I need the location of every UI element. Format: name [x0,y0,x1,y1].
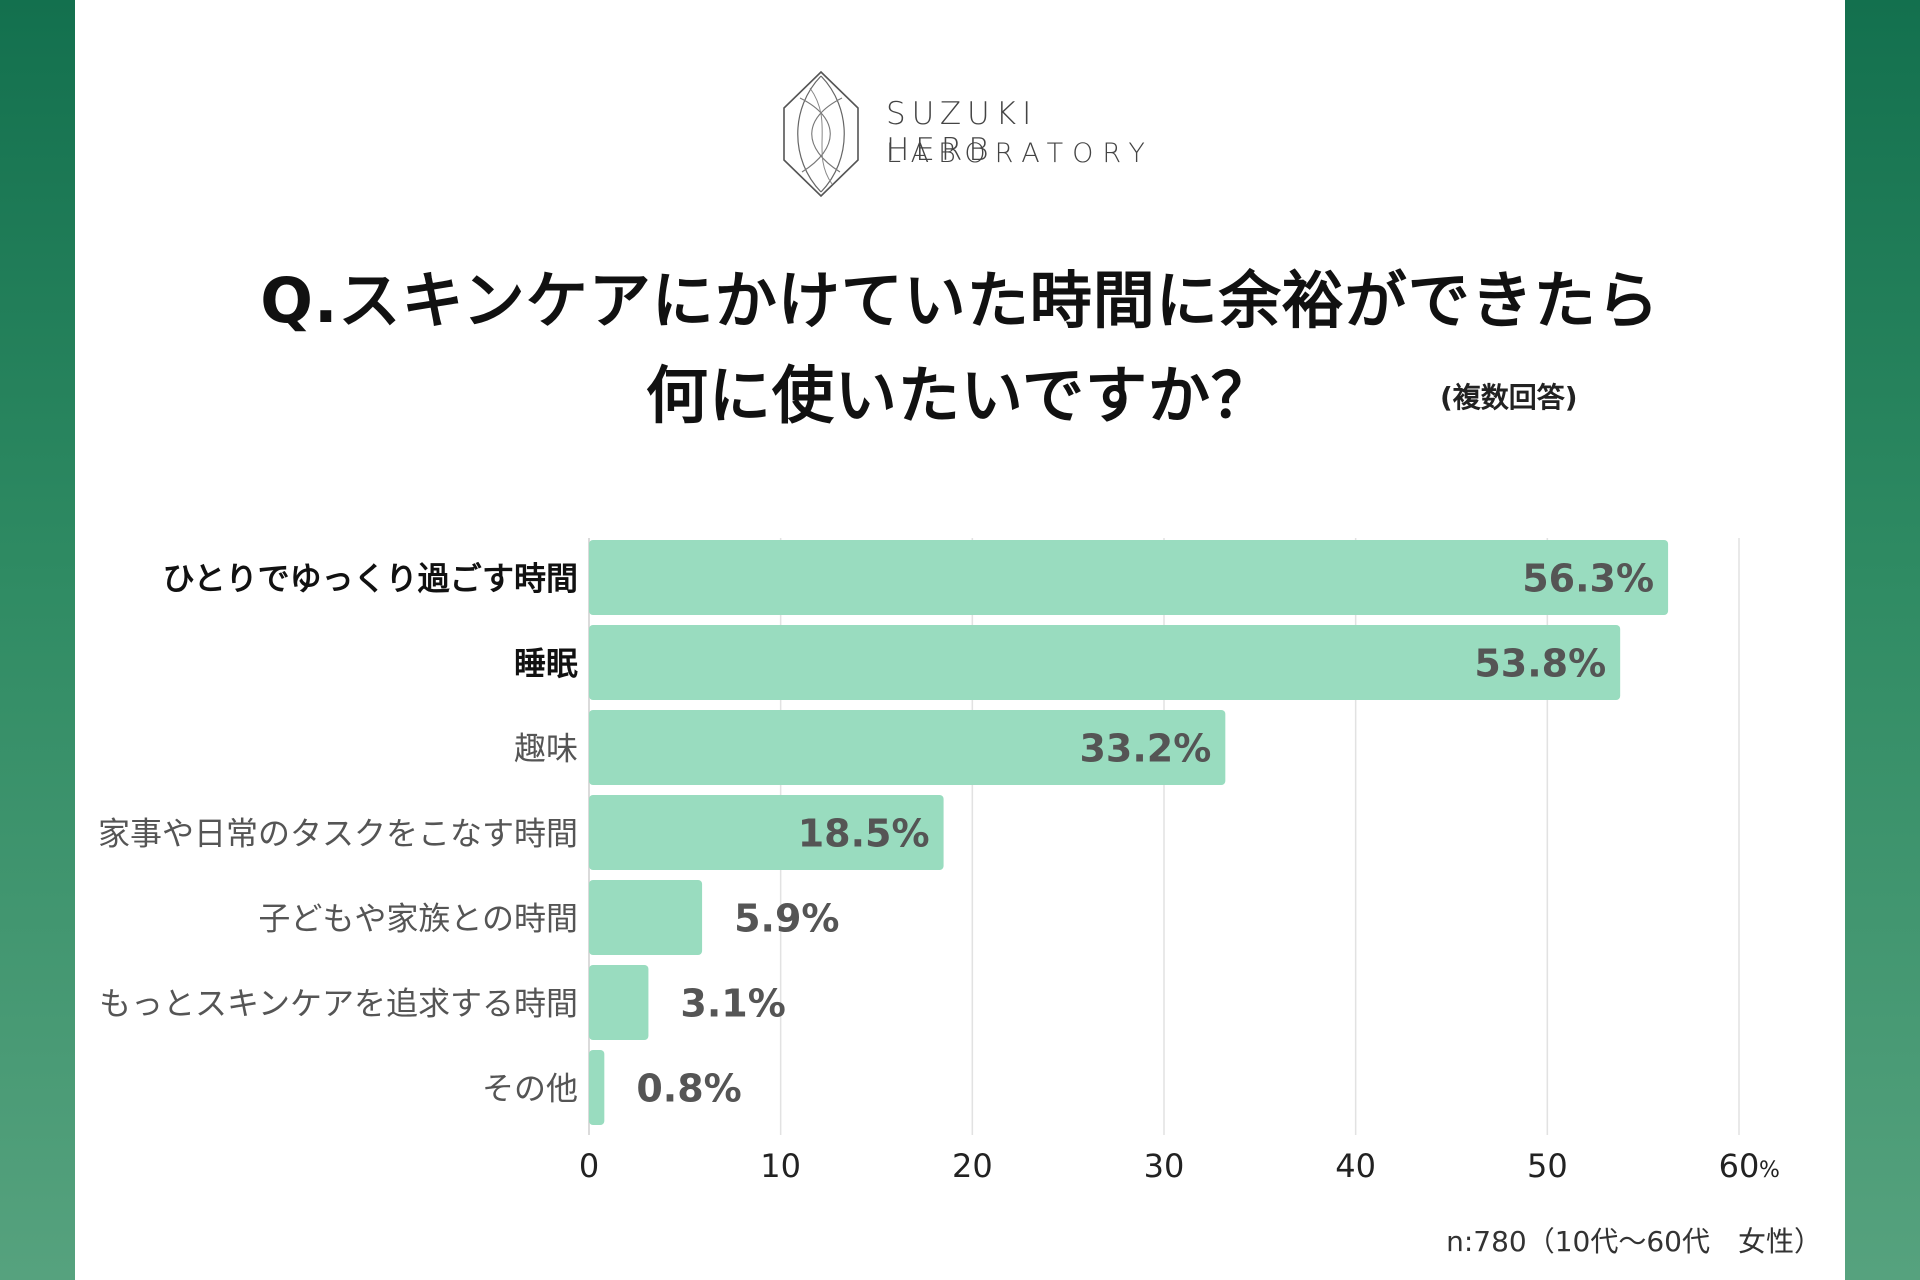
bar [589,795,944,870]
brand-name-line2: LABORATORY [886,138,1154,169]
x-tick-label: 0 [579,1147,599,1185]
bar [589,625,1621,700]
bar [589,880,703,955]
x-tick-label: 60 [1719,1147,1760,1185]
x-unit-label: % [1759,1158,1780,1183]
category-label: 子どもや家族との時間 [258,900,578,938]
x-tick-label: 40 [1335,1147,1376,1185]
category-label: 趣味 [514,730,578,768]
category-label: 家事や日常のタスクをこなす時間 [98,815,578,853]
data-label: 33.2% [1079,727,1211,771]
data-label: 18.5% [798,812,930,856]
data-label: 56.3% [1522,557,1654,601]
category-label: 睡眠 [514,645,578,683]
x-tick-label: 20 [952,1147,993,1185]
bar [589,540,1669,615]
bar [589,965,649,1040]
sample-footnote: n:780（10代〜60代 女性） [1446,1225,1822,1258]
question-note: (複数回答) [1440,381,1578,414]
category-label: ひとりでゆっくり過ごす時間 [163,560,578,598]
question-title-line2: 何に使いたいですか？ [645,359,1275,432]
bar [589,710,1226,785]
data-label: 3.1% [680,982,785,1026]
data-label: 5.9% [734,897,839,941]
x-tick-label: 10 [760,1147,801,1185]
question-title-line1: Q.スキンケアにかけていた時間に余裕ができたら [260,264,1660,337]
brand-name-line1: SUZUKI HERB [886,96,1038,168]
x-tick-label: 30 [1144,1147,1185,1185]
data-label: 53.8% [1474,642,1606,686]
data-label: 0.8% [636,1067,741,1111]
herb-leaf-logo-icon [783,70,859,198]
category-label: もっとスキンケアを追求する時間 [99,985,578,1023]
x-tick-label: 50 [1527,1147,1568,1185]
category-label: その他 [482,1070,578,1108]
brand-logo: SUZUKI HERB LABORATORY [780,68,1150,200]
bar [589,1050,605,1125]
